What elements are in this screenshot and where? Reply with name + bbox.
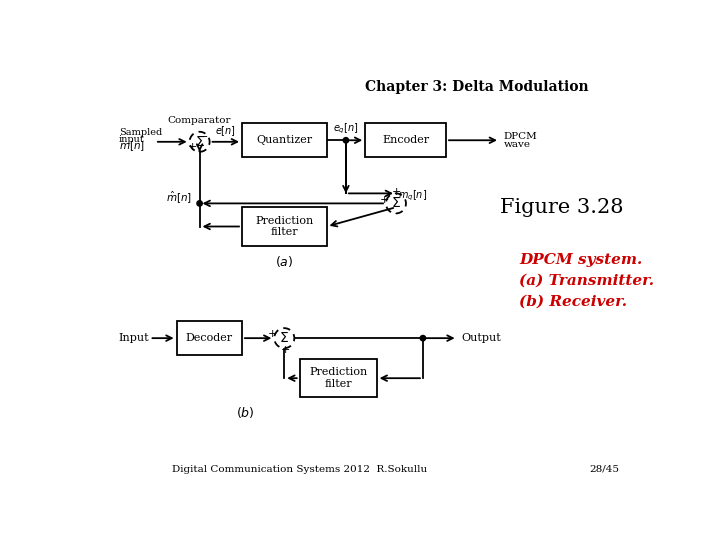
Bar xyxy=(242,207,327,246)
Circle shape xyxy=(386,193,406,213)
Text: Decoder: Decoder xyxy=(186,333,233,343)
Text: $\hat{m}[n]$: $\hat{m}[n]$ xyxy=(166,190,192,206)
Text: DPCM system.
(a) Transmitter.
(b) Receiver.: DPCM system. (a) Transmitter. (b) Receiv… xyxy=(519,253,654,309)
Text: $m[n]$: $m[n]$ xyxy=(119,139,145,153)
Text: +: + xyxy=(188,142,197,152)
Text: $\Sigma$: $\Sigma$ xyxy=(391,197,401,211)
Text: +: + xyxy=(280,345,289,355)
Text: +: + xyxy=(268,329,277,339)
Circle shape xyxy=(189,132,210,152)
Text: $e_q[n]$: $e_q[n]$ xyxy=(333,122,359,136)
Bar xyxy=(242,123,327,157)
Text: Encoder: Encoder xyxy=(382,135,429,145)
Text: Input: Input xyxy=(119,333,149,343)
Bar xyxy=(300,359,377,397)
Text: Quantizer: Quantizer xyxy=(256,135,312,145)
Text: Sampled: Sampled xyxy=(119,128,162,137)
Text: Comparator: Comparator xyxy=(168,116,231,125)
Text: $e[n]$: $e[n]$ xyxy=(215,124,236,138)
Text: Digital Communication Systems 2012  R.Sokullu: Digital Communication Systems 2012 R.Sok… xyxy=(172,464,427,474)
Circle shape xyxy=(343,138,348,143)
Bar xyxy=(365,123,446,157)
Text: Prediction
filter: Prediction filter xyxy=(255,215,313,237)
Circle shape xyxy=(197,201,202,206)
Text: 28/45: 28/45 xyxy=(589,464,619,474)
Text: $m_q[n]$: $m_q[n]$ xyxy=(398,189,428,204)
Circle shape xyxy=(420,335,426,341)
Text: wave: wave xyxy=(504,140,531,149)
Text: Chapter 3: Delta Modulation: Chapter 3: Delta Modulation xyxy=(365,80,589,94)
Text: Output: Output xyxy=(462,333,501,343)
Circle shape xyxy=(274,328,294,348)
Text: Prediction
filter: Prediction filter xyxy=(309,367,367,389)
Text: $(a)$: $(a)$ xyxy=(275,254,294,268)
Text: $\Sigma$: $\Sigma$ xyxy=(194,135,204,149)
Text: $-$: $-$ xyxy=(199,130,209,140)
Text: $(b)$: $(b)$ xyxy=(236,406,255,420)
Text: +: + xyxy=(392,187,402,197)
Text: +: + xyxy=(379,194,389,205)
Text: input: input xyxy=(119,135,145,144)
Text: $\Sigma$: $\Sigma$ xyxy=(279,331,289,345)
Bar xyxy=(176,321,242,355)
Text: Figure 3.28: Figure 3.28 xyxy=(500,198,624,217)
Text: DPCM: DPCM xyxy=(504,132,538,141)
